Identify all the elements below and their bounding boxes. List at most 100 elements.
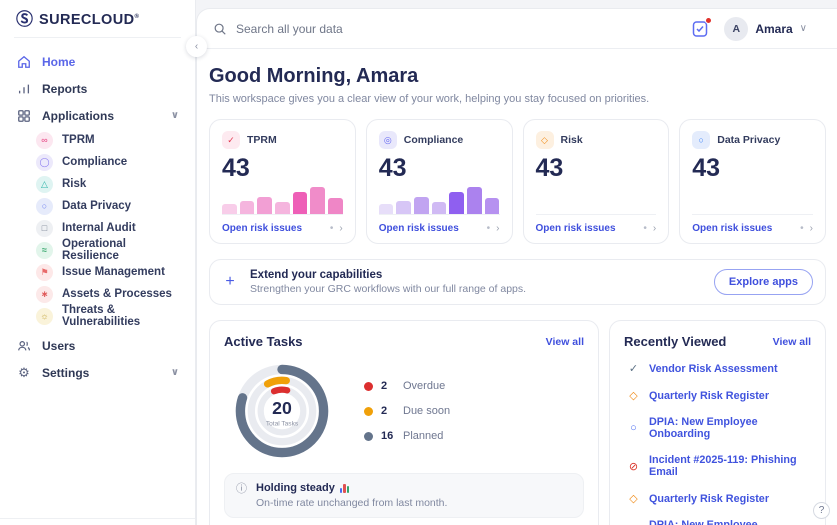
sidebar-item-threats-vulnerabilities[interactable]: ☼ Threats & Vulnerabilities [10, 304, 185, 328]
card-title: Recently Viewed [624, 334, 727, 349]
brand-logo[interactable]: Ⓢ SURECLOUD® [0, 0, 195, 37]
global-search-input[interactable]: Search all your data [213, 22, 690, 36]
stat-card-value: 43 [535, 154, 564, 182]
banner-subtitle: Strengthen your GRC workflows with our f… [250, 283, 527, 295]
active-tasks-card: Active Tasks View all 20 Total Tasks [209, 320, 599, 525]
help-button[interactable]: ? [813, 502, 830, 519]
incident-icon: ⊘ [628, 460, 639, 473]
explore-apps-button[interactable]: Explore apps [713, 269, 813, 295]
chevron-right-icon[interactable]: › [339, 223, 343, 234]
open-risk-issues-link[interactable]: Open risk issues [222, 223, 303, 234]
sidebar-item-internal-audit[interactable]: □ Internal Audit [10, 217, 185, 239]
legend-value: 16 [381, 430, 394, 442]
gear-icon: ⚙ [18, 364, 30, 380]
recent-item[interactable]: ○ DPIA: New Employee Onboarding [627, 519, 811, 525]
topbar: Search all your data A Amara ∨ [197, 9, 837, 49]
user-name: Amara [755, 21, 793, 36]
legend-dot-icon [364, 406, 373, 416]
status-callout: ⓘ Holding steady On-time rate unchanged … [224, 473, 584, 518]
sidebar-item-home[interactable]: Home [10, 48, 185, 75]
sidebar-item-issue-management[interactable]: ⚑ Issue Management [10, 261, 185, 283]
avatar: A [724, 16, 749, 41]
view-all-link[interactable]: View all [545, 335, 584, 348]
diamond-icon: ◇ [535, 131, 554, 149]
bar-chart-emoji [339, 483, 350, 493]
sidebar-item-label: Operational Resilience [62, 238, 126, 262]
legend-planned: 16 Planned [364, 430, 450, 442]
recent-item[interactable]: ⊘ Incident #2025-119: Phishing Email [627, 454, 811, 478]
stat-card-value: 43 [378, 154, 407, 182]
card-pager: • › [800, 223, 813, 234]
recent-item-label: Vendor Risk Assessment [649, 362, 778, 375]
tprm-icon: ∞ [36, 131, 53, 149]
divider [14, 37, 181, 38]
recent-item[interactable]: ◇ Quarterly Risk Register [627, 492, 811, 506]
chevron-right-icon[interactable]: › [496, 223, 500, 234]
sidebar-item-data-privacy[interactable]: ○ Data Privacy [10, 195, 185, 217]
recent-item-label: Quarterly Risk Register [649, 492, 770, 505]
open-risk-issues-link[interactable]: Open risk issues [692, 223, 773, 234]
sidebar-item-tprm[interactable]: ∞ TPRM [10, 129, 185, 151]
legend-label: Planned [403, 430, 444, 442]
shield-icon: ○ [630, 422, 637, 434]
sidebar-collapse-button[interactable]: ‹ [186, 36, 207, 57]
sidebar-item-label: Assets & Processes [62, 288, 172, 300]
card-title: Active Tasks [224, 334, 303, 349]
page-subtitle: This workspace gives you a clear view of… [209, 93, 650, 105]
sidebar-item-label: Risk [62, 178, 87, 190]
recent-item[interactable]: ○ DPIA: New Employee Onboarding [627, 416, 811, 440]
open-risk-issues-link[interactable]: Open risk issues [378, 223, 459, 234]
operational-resilience-icon: ≈ [36, 241, 53, 259]
stat-card-tprm: ✓ TPRM 43 Open risk issues • › [209, 119, 356, 244]
pager-dot-icon: • [643, 223, 647, 234]
recent-item[interactable]: ◇ Quarterly Risk Register [627, 389, 811, 403]
sidebar-item-label: Threats & Vulnerabilities [62, 304, 141, 328]
donut-total: 20 [272, 398, 292, 418]
pager-dot-icon: • [486, 223, 491, 234]
shield-icon: ○ [692, 131, 711, 149]
sidebar-item-assets-processes[interactable]: ∗ Assets & Processes [10, 283, 185, 305]
sidebar-item-settings[interactable]: ⚙ Settings ∨ [10, 359, 185, 386]
info-icon: ⓘ [236, 483, 247, 495]
main-panel: Search all your data A Amara ∨ Good Morn… [196, 8, 837, 525]
brand-name: SURECLOUD® [39, 11, 140, 28]
surecloud-logo-icon: Ⓢ [16, 10, 33, 29]
recent-item-label: Incident #2025-119: Phishing Email [649, 454, 797, 478]
topbar-actions: A Amara ∨ [690, 16, 807, 41]
recent-item[interactable]: ✓ Vendor Risk Assessment [627, 362, 811, 376]
legend-dot-icon [364, 381, 373, 391]
status-title: Holding steady [256, 482, 335, 494]
search-icon [213, 22, 227, 36]
chevron-right-icon[interactable]: › [652, 223, 657, 234]
sidebar-item-applications[interactable]: Applications ∨ [10, 102, 185, 129]
recent-item-label: DPIA: New Employee Onboarding [649, 416, 758, 440]
internal-audit-icon: □ [36, 219, 53, 237]
mini-bar-chart [535, 185, 657, 215]
stat-card-label: Compliance [403, 134, 464, 146]
user-menu[interactable]: A Amara ∨ [724, 16, 807, 41]
card-pager: • › [330, 223, 343, 234]
sidebar-item-label: Users [42, 338, 76, 353]
mini-bar-chart [222, 185, 343, 215]
legend-label: Due soon [403, 405, 451, 417]
tasks-notification-button[interactable] [690, 16, 713, 39]
pager-dot-icon: • [800, 223, 804, 234]
extend-capabilities-banner: + Extend your capabilities Strengthen yo… [209, 259, 826, 305]
banner-title: Extend your capabilities [250, 269, 383, 281]
sidebar-item-operational-resilience[interactable]: ≈ Operational Resilience [10, 238, 185, 262]
sidebar-item-reports[interactable]: Reports [10, 75, 185, 102]
sidebar-item-users[interactable]: Users [10, 332, 185, 359]
legend-due-soon: 2 Due soon [364, 405, 450, 417]
recent-item-label: DPIA: New Employee Onboarding [649, 519, 758, 525]
sidebar-item-risk[interactable]: △ Risk [10, 173, 185, 195]
chevron-down-icon: ∨ [170, 110, 179, 121]
tasks-donut-chart: 20 Total Tasks [235, 364, 329, 458]
chevron-right-icon[interactable]: › [809, 223, 813, 234]
diamond-icon: ◇ [629, 390, 638, 402]
open-risk-issues-link[interactable]: Open risk issues [535, 223, 616, 234]
view-all-link[interactable]: View all [772, 335, 811, 348]
mini-bar-chart [378, 185, 500, 215]
bottom-row: Active Tasks View all 20 Total Tasks [209, 320, 826, 525]
legend-value: 2 [381, 380, 388, 392]
sidebar-item-compliance[interactable]: ◯ Compliance [10, 151, 185, 173]
